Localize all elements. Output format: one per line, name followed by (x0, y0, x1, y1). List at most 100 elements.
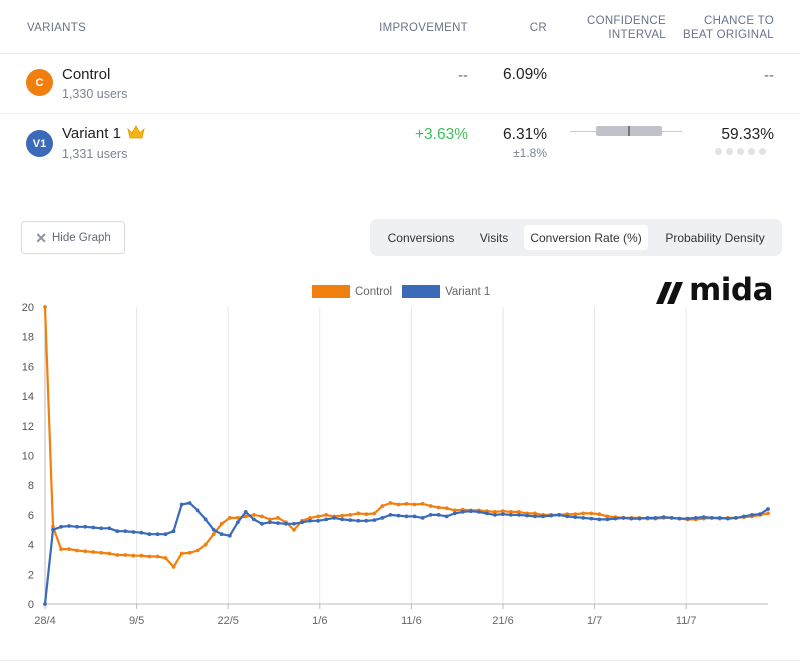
table-header: VARIANTS IMPROVEMENT CR CONFIDENCE INTER… (0, 0, 800, 54)
data-point (187, 501, 192, 505)
data-point (107, 526, 112, 531)
data-point (147, 554, 152, 559)
data-point (372, 518, 377, 522)
data-point (653, 516, 658, 520)
data-point (51, 527, 55, 532)
data-point (364, 512, 369, 517)
tab-probability-density[interactable]: Probability Density (665, 230, 765, 245)
data-point (171, 565, 176, 569)
data-point (517, 510, 521, 514)
y-tick-label: 4 (28, 540, 34, 552)
data-point (493, 513, 497, 517)
data-point (388, 501, 393, 505)
data-point (276, 516, 280, 520)
data-point (766, 507, 770, 511)
data-point (163, 556, 168, 560)
x-tick-label: 28/4 (34, 615, 55, 627)
data-point (99, 550, 104, 555)
data-point (501, 509, 505, 514)
data-point (91, 550, 96, 554)
data-point (444, 506, 449, 511)
logo-text: mida (689, 272, 774, 308)
tab-conversions[interactable]: Conversions (387, 230, 455, 245)
data-point (380, 504, 385, 508)
data-point (645, 516, 650, 520)
data-point (517, 513, 521, 517)
series-line-control (43, 306, 769, 569)
data-point (316, 514, 320, 519)
data-point (589, 511, 594, 516)
data-point (163, 532, 168, 537)
data-point (203, 542, 208, 547)
y-tick-label: 8 (28, 480, 34, 492)
data-point (195, 508, 200, 513)
mida-logo: mida (656, 272, 781, 308)
data-point (597, 517, 602, 522)
data-point (308, 518, 312, 523)
data-point (565, 514, 570, 519)
data-point (557, 513, 561, 517)
data-point (43, 305, 47, 309)
data-point (179, 502, 184, 507)
header-ci-line2: INTERVAL (608, 29, 666, 41)
header-chance-to-beat: CHANCE TO BEAT ORIGINAL (670, 14, 774, 42)
cr-margin-variant-1: ±1.8% (513, 146, 547, 160)
data-point (67, 524, 71, 528)
legend-item-variant-1[interactable]: Variant 1 (402, 285, 490, 298)
data-point (533, 511, 537, 516)
data-point (404, 501, 409, 506)
significance-dot (715, 148, 722, 155)
data-point (324, 517, 329, 522)
data-point (243, 514, 248, 519)
data-point (742, 514, 746, 519)
header-confidence-interval: CONFIDENCE INTERVAL (570, 14, 666, 42)
data-point (276, 521, 280, 525)
graph-tabs: Conversions Visits Conversion Rate (%) P… (370, 219, 782, 256)
data-point (573, 512, 578, 517)
hide-graph-label: Hide Graph (51, 231, 111, 244)
significance-dot (726, 148, 733, 155)
conversion-rate-chart: 28/4 9/5 22/5 1/6 11/6 21/6 1/7 11/7 0 2 4 6 8 10 12 14… (22, 302, 770, 627)
data-point (412, 502, 417, 507)
data-point (364, 518, 369, 523)
data-point (581, 516, 586, 520)
data-point (139, 553, 144, 558)
chance-control: -- (764, 67, 774, 84)
data-point (766, 511, 770, 516)
chance-variant-1: 59.33% (721, 126, 774, 143)
variant-name-variant-1: Variant 1 (62, 125, 145, 142)
data-point (750, 513, 754, 517)
data-point (677, 516, 682, 521)
significance-dot (748, 148, 755, 155)
data-point (227, 533, 232, 538)
data-point (525, 513, 529, 518)
data-point (99, 526, 104, 531)
data-point (219, 521, 224, 526)
data-point (356, 518, 361, 523)
tab-visits[interactable]: Visits (479, 230, 509, 245)
data-point (235, 516, 240, 520)
data-point (139, 530, 144, 535)
data-point (235, 520, 240, 525)
data-point (605, 517, 610, 522)
close-icon: ✕ (35, 229, 47, 246)
y-tick-label: 20 (22, 302, 34, 314)
tab-conversion-rate[interactable]: Conversion Rate (%) (524, 225, 648, 250)
data-point (340, 513, 345, 518)
data-point (179, 551, 184, 556)
table-row-control[interactable]: C Control 1,330 users -- 6.09% -- (0, 54, 800, 114)
data-point (131, 530, 136, 534)
legend-label-control: Control (355, 285, 393, 298)
chart-legend: Control Variant 1 (312, 285, 500, 298)
legend-item-control[interactable]: Control (312, 285, 392, 298)
data-point (115, 553, 120, 557)
data-point (268, 517, 272, 522)
data-point (412, 514, 417, 519)
data-point (701, 515, 706, 519)
data-point (211, 527, 216, 532)
hide-graph-button[interactable]: ✕ Hide Graph (21, 221, 125, 254)
crown-icon (127, 125, 145, 139)
data-point (509, 510, 513, 514)
data-point (452, 508, 457, 513)
table-row-variant-1[interactable]: V1 Variant 1 1,331 users +3.63% 6.31% ±1… (0, 114, 800, 176)
